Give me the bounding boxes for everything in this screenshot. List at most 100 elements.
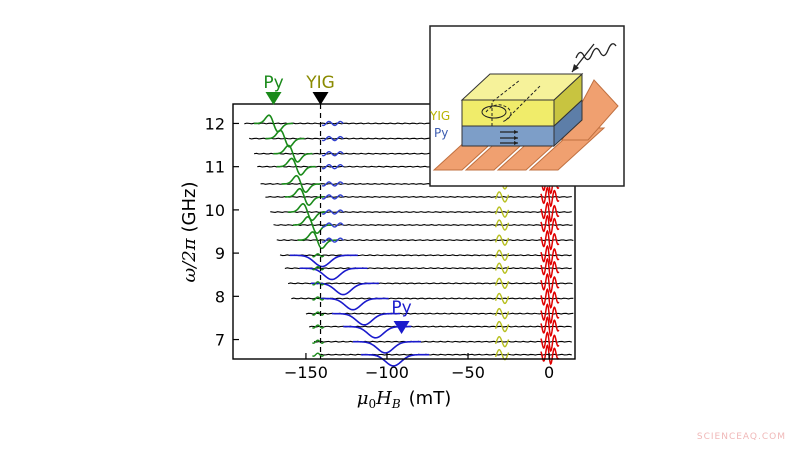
yellow-feature xyxy=(494,206,510,218)
x-tick-label: −50 xyxy=(451,363,485,382)
yellow-feature xyxy=(494,191,510,203)
red-feature xyxy=(540,244,560,266)
red-feature xyxy=(540,201,560,223)
x-tick-label: 0 xyxy=(544,363,554,382)
red-feature xyxy=(540,257,560,279)
red-feature xyxy=(540,344,560,366)
marker-triangle xyxy=(393,321,410,334)
y-axis-ticks: 7 8 9 10 11 12 xyxy=(205,114,239,350)
yig-segment xyxy=(321,151,344,157)
yig-segment xyxy=(321,164,344,170)
x-axis-title-subb: B xyxy=(391,397,401,411)
py-resonance xyxy=(331,312,400,326)
x-axis-title-unit: (mT) xyxy=(409,388,452,409)
trace-group xyxy=(244,113,574,367)
yig-segment xyxy=(312,339,325,344)
red-feature xyxy=(540,316,560,337)
marker-label: Py xyxy=(391,298,411,318)
py-resonance xyxy=(297,231,337,250)
trace-baseline xyxy=(276,239,574,242)
yig-segment xyxy=(312,311,325,316)
yig-segment xyxy=(321,222,344,228)
py-resonance xyxy=(276,157,316,176)
x-axis-ticks: −150 −100 −50 0 xyxy=(284,353,554,382)
y-tick-label: 7 xyxy=(215,331,225,350)
yellow-feature xyxy=(494,234,510,246)
x-axis-title-mu: μ xyxy=(357,388,369,409)
py-resonance xyxy=(265,129,305,148)
yellow-feature xyxy=(494,219,510,231)
yig-segment xyxy=(321,237,344,243)
y-axis-title: ω/2π (GHz) xyxy=(179,181,200,282)
trace-baseline xyxy=(284,267,572,270)
inset-schematic: YIG Py xyxy=(429,25,625,187)
yellow-feature xyxy=(494,307,510,320)
py-resonance xyxy=(254,114,293,133)
yellow-feature xyxy=(494,336,510,348)
py-resonance xyxy=(284,187,324,206)
py-resonance xyxy=(299,267,368,281)
trace-baseline xyxy=(279,254,572,257)
py-resonance xyxy=(289,254,358,268)
x-tick-label: −100 xyxy=(365,363,409,382)
py-resonance xyxy=(288,203,328,222)
yig-layer-top xyxy=(460,73,584,101)
py-resonance xyxy=(361,353,430,367)
x-axis-title-h: H xyxy=(375,388,392,409)
red-feature xyxy=(540,214,560,236)
yellow-feature xyxy=(494,249,510,261)
yellow-feature xyxy=(494,320,510,333)
yig-segment xyxy=(321,181,344,187)
yellow-feature xyxy=(494,348,510,361)
yig-segment xyxy=(321,135,344,142)
yig-segment xyxy=(321,194,344,200)
plot-frame xyxy=(232,103,576,360)
trace-baseline xyxy=(265,195,572,198)
plot-area: −150 −100 −50 0 7 8 9 10 11 12 Py YIG Py xyxy=(205,73,576,382)
red-feature xyxy=(540,272,560,294)
trace-baseline xyxy=(313,340,572,343)
y-tick-label: 11 xyxy=(205,158,225,177)
yig-segment xyxy=(312,352,325,357)
red-feature xyxy=(540,186,560,208)
red-feature xyxy=(540,229,560,251)
py-resonance xyxy=(320,297,389,311)
y-tick-label: 12 xyxy=(205,114,225,133)
yellow-feature xyxy=(494,292,510,305)
py-resonance xyxy=(281,174,321,193)
y-tick-label: 8 xyxy=(215,287,225,306)
trace-baseline xyxy=(305,312,574,315)
y-axis-title-omega: ω/2π xyxy=(179,237,200,282)
trace-baseline xyxy=(318,353,572,356)
y-axis-title-unit: (GHz) xyxy=(179,181,200,232)
y-tick-label: 9 xyxy=(215,244,225,263)
marker-triangle xyxy=(265,92,282,105)
yig-segment xyxy=(312,266,325,271)
trace-baseline xyxy=(291,297,574,300)
yellow-feature xyxy=(494,262,510,274)
marker-triangle xyxy=(312,92,329,105)
red-feature xyxy=(540,303,560,325)
py-resonance xyxy=(352,340,422,354)
yig-segment xyxy=(321,120,344,127)
x-axis-title-sub0: 0 xyxy=(368,397,376,411)
red-feature xyxy=(540,288,560,309)
py-resonance xyxy=(310,282,379,296)
yig-segment xyxy=(312,281,325,286)
yig-segment xyxy=(312,324,325,329)
watermark: SCIENCEAQ.COM xyxy=(696,432,786,442)
yig-segment xyxy=(312,296,325,301)
yig-segment xyxy=(312,253,325,258)
trace-baseline xyxy=(273,224,573,226)
precession-ellipse xyxy=(481,105,507,119)
yig-layer-front xyxy=(461,99,555,127)
py-resonance xyxy=(273,144,313,163)
marker-label: Py xyxy=(263,73,283,93)
x-tick-label: −150 xyxy=(284,363,328,382)
trace-baseline xyxy=(270,211,572,214)
yig-segment xyxy=(321,209,344,215)
inset-yig-label: YIG xyxy=(429,109,450,123)
marker-group: Py YIG Py xyxy=(263,73,412,334)
y-tick-label: 10 xyxy=(205,201,225,220)
